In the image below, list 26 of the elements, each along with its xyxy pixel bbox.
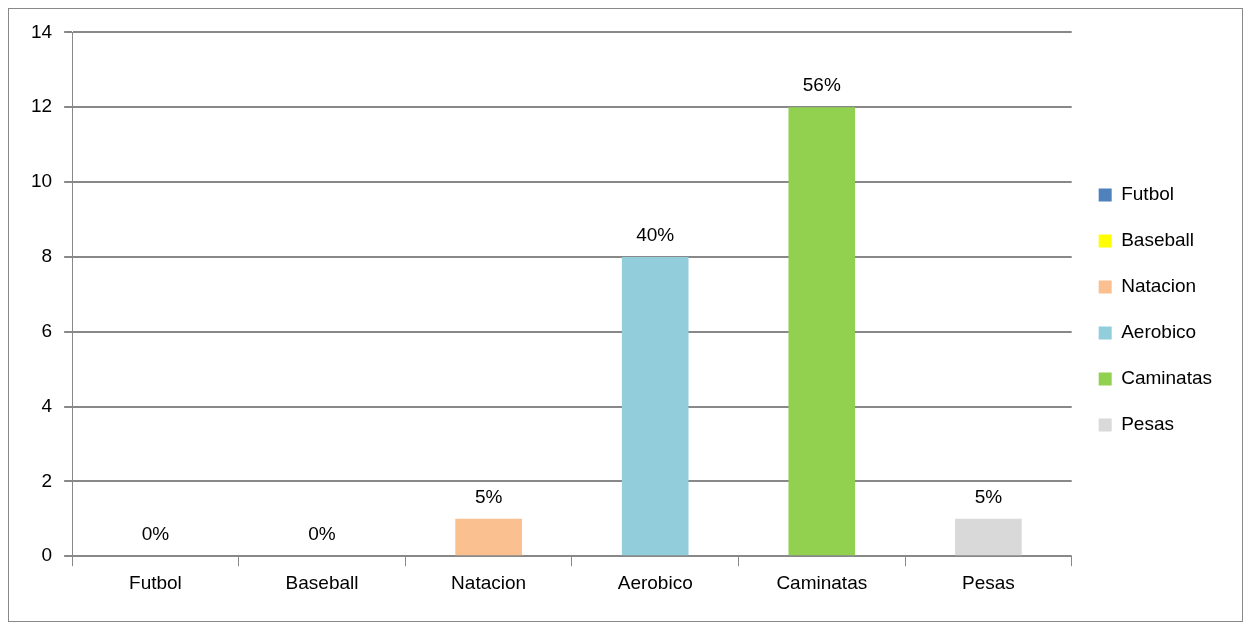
legend-label: Aerobico [1121,321,1197,343]
x-tick-label: Futbol [129,571,182,593]
legend-label: Pesas [1121,413,1174,435]
y-tick-label: 6 [41,319,53,341]
legend-label: Futbol [1121,183,1174,205]
annotation: 5% [474,485,503,507]
legend-label: Natacion [1121,275,1197,297]
annotation: 56% [802,73,841,95]
y-tick-label: 12 [30,95,53,117]
annotation: 5% [974,485,1003,507]
legend-label: Baseball [1121,229,1195,251]
y-tick-label: 14 [30,20,53,42]
y-tick-label: 2 [41,469,53,491]
annotation: 0% [308,522,336,544]
annotation: 0% [141,522,170,544]
annotation: 40% [636,223,675,245]
x-tick-label: Baseball [285,571,359,593]
y-tick-label: 4 [41,394,53,416]
x-tick-label: Natacion [451,571,527,593]
y-tick-label: 0 [41,544,53,566]
legend-label: Caminatas [1121,367,1213,389]
x-tick-label: Pesas [961,571,1015,593]
y-tick-label: 10 [30,170,53,192]
x-tick-label: Caminatas [776,571,868,593]
y-tick-label: 8 [41,245,53,267]
x-tick-label: Aerobico [617,571,693,593]
